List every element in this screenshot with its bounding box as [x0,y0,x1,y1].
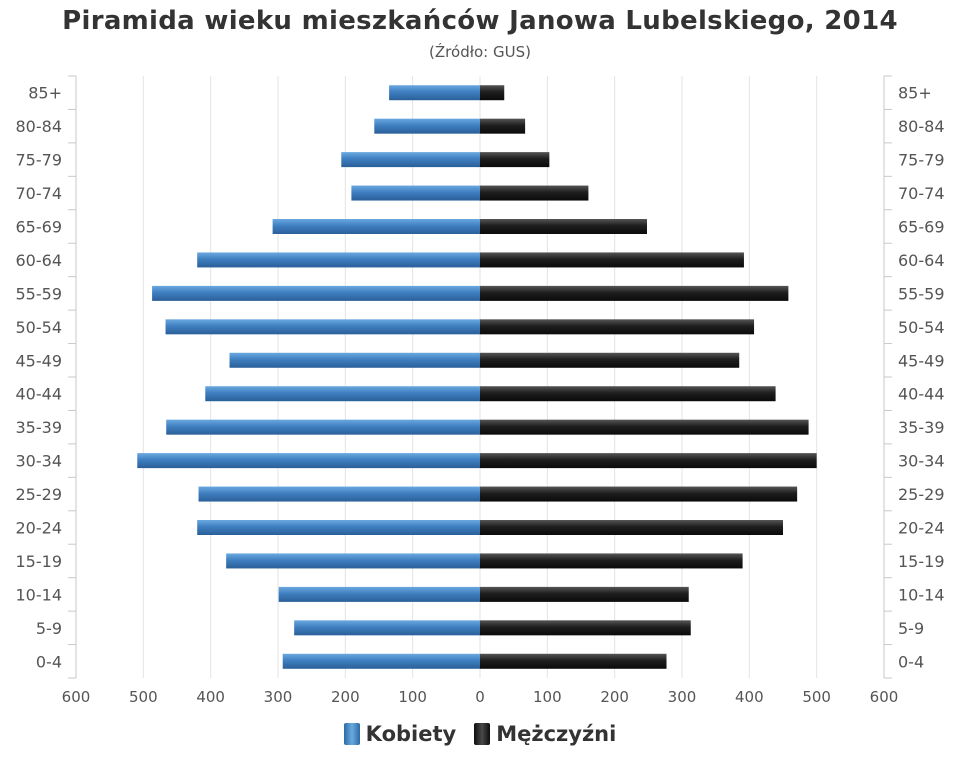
bar-kobiety [282,653,480,669]
x-tick-label: 500 [129,688,158,706]
x-tick-label: 100 [533,688,562,706]
bar-mezczyzni [480,386,776,402]
y-category-label-left: 15-19 [16,552,63,571]
x-tick-label: 400 [196,688,225,706]
bar-kobiety [272,219,480,234]
y-category-label-right: 15-19 [898,552,945,571]
y-category-label-left: 75-79 [16,151,63,170]
bar-mezczyzni [480,152,550,168]
bar-mezczyzni [480,586,689,602]
y-category-label-right: 30-34 [898,452,945,471]
y-category-label-right: 75-79 [898,151,945,170]
bar-kobiety [351,185,480,201]
bar-kobiety [294,620,480,636]
bar-kobiety [197,520,480,535]
bar-kobiety [198,486,480,502]
legend-item-mezczyzni[interactable]: Mężczyźni [474,722,616,746]
x-tick-label: 500 [802,688,831,706]
y-category-label-right: 70-74 [898,184,945,203]
y-category-label-right: 35-39 [898,418,945,437]
bar-mezczyzni [480,352,740,368]
y-category-label-left: 60-64 [16,251,63,270]
y-category-label-left: 0-4 [36,652,62,671]
legend-label-mezczyzni: Mężczyźni [496,722,617,746]
y-category-label-right: 80-84 [898,117,945,136]
bar-mezczyzni [480,252,744,268]
bar-mezczyzni [480,219,647,234]
y-category-label-left: 25-29 [16,485,63,504]
bar-mezczyzni [480,85,505,101]
bar-kobiety [374,118,480,134]
chart-subtitle: (Źródło: GUS) [429,43,531,61]
x-tick-label: 600 [62,688,91,706]
bar-kobiety [166,419,480,435]
bar-mezczyzni [480,319,755,335]
bar-kobiety [205,386,480,402]
bar-mezczyzni [480,620,691,636]
bar-mezczyzni [480,419,809,435]
y-category-label-right: 55-59 [898,284,945,303]
chart-title: Piramida wieku mieszkańców Janowa Lubels… [62,6,898,36]
y-category-label-left: 10-14 [16,585,63,604]
bar-mezczyzni [480,653,667,669]
x-tick-label: 300 [668,688,697,706]
legend-swatch-mezczyzni [474,723,491,745]
chart-legend: Kobiety Mężczyźni [0,722,960,746]
y-category-label-right: 65-69 [898,218,945,237]
y-category-label-left: 70-74 [16,184,63,203]
y-category-label-left: 85+ [28,84,62,103]
x-tick-label: 400 [735,688,764,706]
bar-mezczyzni [480,520,783,535]
y-category-label-left: 35-39 [16,418,63,437]
y-category-label-left: 20-24 [16,519,63,538]
bar-mezczyzni [480,553,743,569]
y-category-label-right: 20-24 [898,519,945,538]
y-category-label-right: 45-49 [898,351,945,370]
y-category-label-right: 10-14 [898,585,945,604]
y-category-label-left: 45-49 [16,351,63,370]
x-tick-label: 600 [870,688,899,706]
x-tick-label: 200 [331,688,360,706]
x-tick-label: 300 [264,688,293,706]
y-category-label-left: 65-69 [16,218,63,237]
bar-mezczyzni [480,185,589,201]
y-category-label-right: 0-4 [898,652,924,671]
bar-mezczyzni [480,118,526,134]
y-category-label-right: 40-44 [898,385,945,404]
y-category-label-left: 30-34 [16,452,63,471]
y-category-label-right: 60-64 [898,251,945,270]
bar-kobiety [165,319,480,335]
x-tick-label: 100 [398,688,427,706]
legend-item-kobiety[interactable]: Kobiety [343,722,457,746]
bar-kobiety [229,352,480,368]
bar-kobiety [226,553,480,569]
y-category-label-left: 40-44 [16,385,63,404]
bar-kobiety [278,586,480,602]
bar-mezczyzni [480,486,798,502]
legend-swatch-kobiety [343,723,360,745]
legend-label-kobiety: Kobiety [365,722,457,746]
y-category-label-right: 25-29 [898,485,945,504]
y-category-label-left: 55-59 [16,284,63,303]
y-category-label-left: 80-84 [16,117,63,136]
bar-kobiety [152,285,480,301]
bar-kobiety [137,453,481,469]
y-category-label-right: 5-9 [898,619,924,638]
y-category-label-left: 5-9 [36,619,62,638]
x-tick-label: 200 [600,688,629,706]
y-category-label-left: 50-54 [16,318,63,337]
y-category-label-right: 50-54 [898,318,945,337]
bar-kobiety [197,252,480,268]
x-tick-label: 0 [475,688,485,706]
y-category-label-right: 85+ [898,84,932,103]
bar-kobiety [341,152,480,168]
bar-mezczyzni [480,285,789,301]
bar-kobiety [389,85,480,101]
bar-mezczyzni [480,453,817,469]
